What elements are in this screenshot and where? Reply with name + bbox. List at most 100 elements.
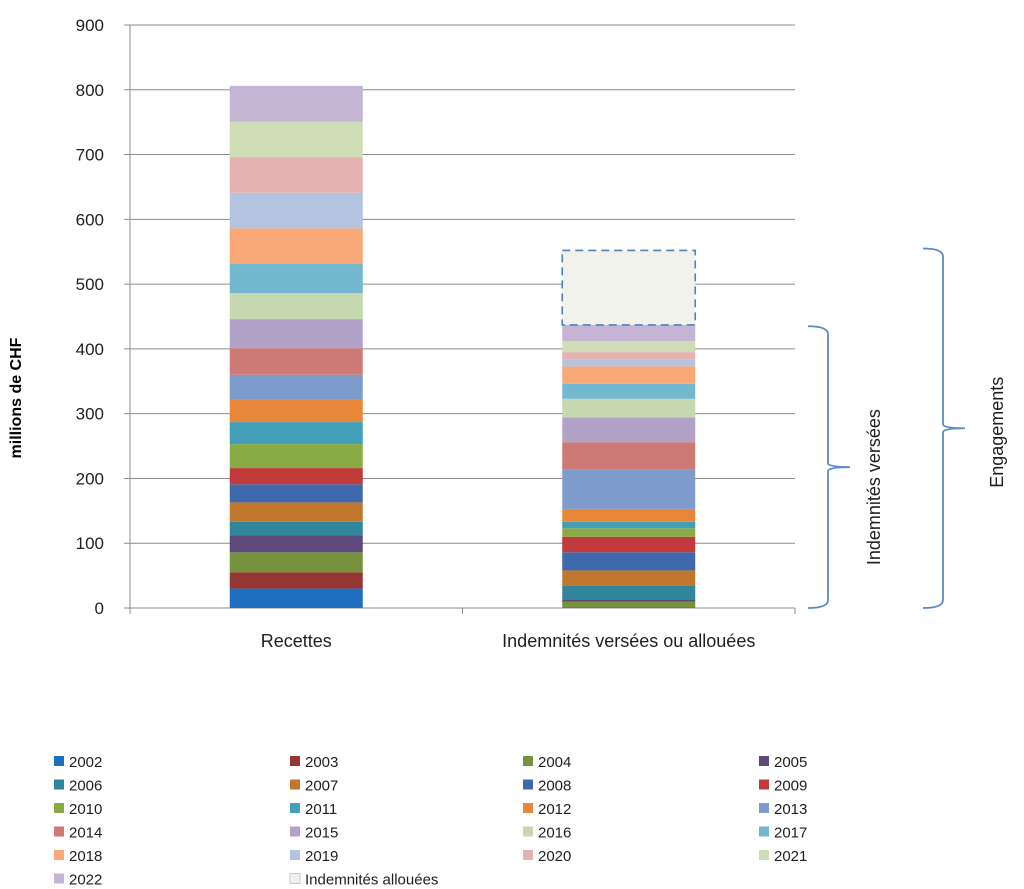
legend-swatch bbox=[54, 756, 64, 766]
bar-segment-2010 bbox=[562, 528, 696, 537]
legend-label: Indemnités allouées bbox=[305, 872, 438, 889]
bar-segment-2005 bbox=[562, 599, 696, 602]
legend-swatch bbox=[290, 803, 300, 813]
bar-segment-2002 bbox=[229, 588, 363, 608]
legend-swatch bbox=[523, 803, 533, 813]
y-tick-label: 500 bbox=[76, 275, 104, 294]
legend-swatch bbox=[290, 779, 300, 790]
legend-label: 2003 bbox=[305, 754, 338, 771]
axes: 0 100 200 300 400 500 600 700 800 900 Recettes Inde… bbox=[76, 16, 796, 651]
bar-segment-2017 bbox=[562, 383, 696, 399]
legend-label: 2005 bbox=[774, 754, 807, 771]
bar-segment-2013 bbox=[229, 374, 363, 400]
legend-label: 2017 bbox=[774, 825, 807, 842]
bar-segment-2018 bbox=[562, 366, 696, 384]
y-tick-label: 300 bbox=[76, 405, 104, 424]
bar-segment-2015 bbox=[229, 319, 363, 349]
legend-label: 2013 bbox=[774, 801, 807, 818]
bar-segment-2014 bbox=[562, 442, 696, 470]
bracket-label: Indemnités versées bbox=[864, 409, 884, 565]
legend-swatch bbox=[523, 756, 533, 766]
bar-segment-2003 bbox=[229, 572, 363, 589]
legend-label: 2010 bbox=[69, 801, 102, 818]
bar-segment-2019 bbox=[229, 192, 363, 229]
bar-segment-2012 bbox=[229, 399, 363, 423]
bar-segment-2005 bbox=[229, 535, 363, 553]
legend-swatch bbox=[759, 803, 769, 813]
legend-label: 2011 bbox=[305, 801, 337, 818]
y-tick-label: 400 bbox=[76, 340, 104, 359]
bar-segment-2007 bbox=[562, 570, 696, 586]
legend-swatch bbox=[523, 850, 533, 860]
legend-swatch bbox=[289, 873, 301, 884]
legend-swatch bbox=[54, 850, 64, 860]
legend-swatch bbox=[54, 803, 64, 813]
x-category-label: Indemnités versées ou allouées bbox=[502, 631, 755, 651]
legend-label: 2008 bbox=[538, 778, 571, 795]
legend-swatch bbox=[54, 873, 64, 884]
legend-swatch bbox=[759, 779, 769, 790]
bar-segment-2003 bbox=[562, 607, 696, 608]
legend-label: 2020 bbox=[538, 848, 571, 865]
bar-segment-2021 bbox=[229, 121, 363, 158]
x-category-label: Recettes bbox=[261, 631, 332, 651]
legend-label: 2022 bbox=[69, 872, 102, 889]
bar-segment-indemnit-s-allou-es bbox=[561, 249, 697, 326]
bar-segment-2016 bbox=[229, 293, 363, 320]
bar-segment-2013 bbox=[562, 469, 696, 509]
y-tick-label: 800 bbox=[76, 81, 104, 100]
brackets: Indemnités versées Engagements bbox=[807, 247, 1007, 609]
bar-segment-2014 bbox=[229, 348, 363, 375]
legend-swatch bbox=[290, 756, 300, 766]
bar-segment-2011 bbox=[229, 422, 363, 445]
legend-swatch bbox=[290, 850, 300, 860]
bar-segment-2015 bbox=[562, 417, 696, 443]
bar-segment-2012 bbox=[562, 508, 696, 522]
legend-swatch bbox=[759, 826, 769, 837]
bar-segment-2022 bbox=[562, 324, 696, 342]
legend-label: 2004 bbox=[538, 754, 571, 771]
legend-label: 2007 bbox=[305, 778, 338, 795]
bar-segment-2019 bbox=[562, 359, 696, 367]
y-tick-label: 200 bbox=[76, 469, 104, 488]
legend-swatch bbox=[523, 779, 533, 790]
legend: 2002 2003 2004 2005 2006 2007 2008 2009 2010 2011… bbox=[54, 754, 807, 889]
y-tick-label: 0 bbox=[95, 599, 104, 618]
legend-swatch bbox=[759, 756, 769, 766]
legend-label: 2015 bbox=[305, 825, 338, 842]
y-axis-label: millions de CHF bbox=[8, 337, 25, 458]
y-tick-label: 600 bbox=[76, 210, 104, 229]
legend-swatch bbox=[759, 850, 769, 860]
bracket bbox=[922, 247, 966, 609]
legend-label: 2018 bbox=[69, 848, 102, 865]
legend-label: 2016 bbox=[538, 825, 571, 842]
legend-label: 2006 bbox=[69, 778, 102, 795]
legend-label: 2019 bbox=[305, 848, 338, 865]
bar-segment-2006 bbox=[229, 521, 363, 536]
bar-segment-2010 bbox=[229, 444, 363, 469]
bar-segment-2007 bbox=[229, 502, 363, 522]
legend-swatch bbox=[523, 826, 533, 837]
bracket bbox=[807, 325, 851, 609]
legend-label: 2002 bbox=[69, 754, 102, 771]
bar-segment-2018 bbox=[229, 228, 363, 265]
bar-segment-2016 bbox=[562, 398, 696, 418]
bar-segment-2009 bbox=[562, 536, 696, 553]
legend-label: 2021 bbox=[774, 848, 807, 865]
legend-label: 2009 bbox=[774, 778, 807, 795]
bar-segment-2004 bbox=[229, 552, 363, 573]
legend-label: 2012 bbox=[538, 801, 571, 818]
legend-swatch bbox=[54, 826, 64, 837]
legend-swatch bbox=[54, 779, 64, 790]
bar-segment-2020 bbox=[562, 352, 696, 360]
bar-segment-2008 bbox=[562, 552, 696, 571]
bar-segment-2020 bbox=[229, 157, 363, 193]
bars bbox=[229, 85, 697, 608]
bar-segment-2006 bbox=[562, 585, 696, 600]
bar-segment-2009 bbox=[229, 468, 363, 485]
bar-segment-2008 bbox=[229, 484, 363, 503]
bar-segment-2004 bbox=[562, 601, 696, 608]
bar-segment-2017 bbox=[229, 264, 363, 294]
legend-swatch bbox=[290, 826, 300, 837]
